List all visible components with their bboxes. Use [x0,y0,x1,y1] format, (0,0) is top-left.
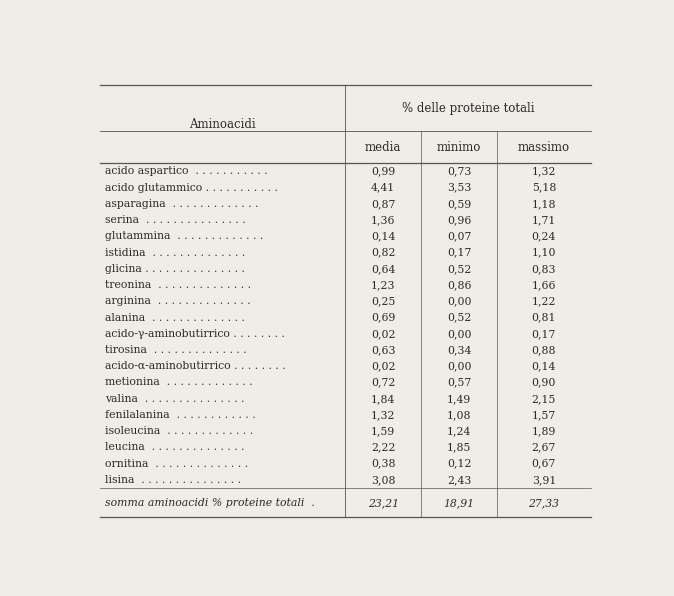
Text: 0,99: 0,99 [371,166,396,176]
Text: 0,14: 0,14 [532,361,556,371]
Text: 3,91: 3,91 [532,475,556,485]
Text: tirosina  . . . . . . . . . . . . . .: tirosina . . . . . . . . . . . . . . [105,345,247,355]
Text: 1,36: 1,36 [371,215,396,225]
Text: 0,00: 0,00 [447,329,471,339]
Text: 0,17: 0,17 [447,247,471,257]
Text: 2,67: 2,67 [532,442,556,452]
Text: 0,38: 0,38 [371,459,396,468]
Text: 18,91: 18,91 [443,498,474,508]
Text: 0,63: 0,63 [371,345,396,355]
Text: 1,18: 1,18 [532,199,556,209]
Text: Aminoacidi: Aminoacidi [189,118,256,131]
Text: acido aspartico  . . . . . . . . . . .: acido aspartico . . . . . . . . . . . [105,166,268,176]
Text: 0,72: 0,72 [371,377,396,387]
Text: 1,08: 1,08 [447,410,471,420]
Text: acido-α-aminobutirrico . . . . . . . .: acido-α-aminobutirrico . . . . . . . . [105,361,286,371]
Text: 0,17: 0,17 [532,329,556,339]
Text: 5,18: 5,18 [532,182,556,193]
Text: 0,64: 0,64 [371,264,396,274]
Text: somma aminoacidi % proteine totali  .: somma aminoacidi % proteine totali . [105,498,315,508]
Text: asparagina  . . . . . . . . . . . . .: asparagina . . . . . . . . . . . . . [105,199,259,209]
Text: 1,66: 1,66 [532,280,556,290]
Text: 0,83: 0,83 [532,264,556,274]
Text: fenilalanina  . . . . . . . . . . . .: fenilalanina . . . . . . . . . . . . [105,410,255,420]
Text: % delle proteine totali: % delle proteine totali [402,102,534,115]
Text: istidina  . . . . . . . . . . . . . .: istidina . . . . . . . . . . . . . . [105,247,245,257]
Text: massimo: massimo [518,141,570,154]
Text: 1,22: 1,22 [532,296,556,306]
Text: acido-γ-aminobutirrico . . . . . . . .: acido-γ-aminobutirrico . . . . . . . . [105,329,285,339]
Text: 1,57: 1,57 [532,410,556,420]
Text: 1,32: 1,32 [532,166,556,176]
Text: 0,00: 0,00 [447,296,471,306]
Text: 0,02: 0,02 [371,329,396,339]
Text: glicina . . . . . . . . . . . . . . .: glicina . . . . . . . . . . . . . . . [105,264,245,274]
Text: 0,57: 0,57 [447,377,471,387]
Text: 0,59: 0,59 [447,199,471,209]
Text: 0,24: 0,24 [532,231,556,241]
Text: 23,21: 23,21 [368,498,399,508]
Text: metionina  . . . . . . . . . . . . .: metionina . . . . . . . . . . . . . [105,377,253,387]
Text: 0,82: 0,82 [371,247,396,257]
Text: 1,49: 1,49 [447,394,471,403]
Text: minimo: minimo [437,141,481,154]
Text: 0,25: 0,25 [371,296,396,306]
Text: 1,10: 1,10 [532,247,556,257]
Text: 0,52: 0,52 [447,264,471,274]
Text: 0,07: 0,07 [447,231,471,241]
Text: treonina  . . . . . . . . . . . . . .: treonina . . . . . . . . . . . . . . [105,280,251,290]
Text: serina  . . . . . . . . . . . . . . .: serina . . . . . . . . . . . . . . . [105,215,246,225]
Text: 1,23: 1,23 [371,280,396,290]
Text: 0,88: 0,88 [532,345,556,355]
Text: 3,53: 3,53 [447,182,471,193]
Text: 0,69: 0,69 [371,312,396,322]
Text: 0,87: 0,87 [371,199,396,209]
Text: 4,41: 4,41 [371,182,396,193]
Text: 1,85: 1,85 [447,442,471,452]
Text: 1,89: 1,89 [532,426,556,436]
Text: glutammina  . . . . . . . . . . . . .: glutammina . . . . . . . . . . . . . [105,231,264,241]
Text: 0,34: 0,34 [447,345,471,355]
Text: 27,33: 27,33 [528,498,559,508]
Text: 2,43: 2,43 [447,475,471,485]
Text: 1,59: 1,59 [371,426,396,436]
Text: 0,52: 0,52 [447,312,471,322]
Text: acido glutammico . . . . . . . . . . .: acido glutammico . . . . . . . . . . . [105,182,278,193]
Text: 2,15: 2,15 [532,394,556,403]
Text: 0,81: 0,81 [532,312,556,322]
Text: 0,00: 0,00 [447,361,471,371]
Text: ornitina  . . . . . . . . . . . . . .: ornitina . . . . . . . . . . . . . . [105,459,248,468]
Text: 0,86: 0,86 [447,280,471,290]
Text: 2,22: 2,22 [371,442,396,452]
Text: 0,73: 0,73 [447,166,471,176]
Text: 1,71: 1,71 [532,215,556,225]
Text: valina  . . . . . . . . . . . . . . .: valina . . . . . . . . . . . . . . . [105,394,245,403]
Text: 1,84: 1,84 [371,394,396,403]
Text: 0,90: 0,90 [532,377,556,387]
Text: 3,08: 3,08 [371,475,396,485]
Text: alanina  . . . . . . . . . . . . . .: alanina . . . . . . . . . . . . . . [105,312,245,322]
Text: leucina  . . . . . . . . . . . . . .: leucina . . . . . . . . . . . . . . [105,442,245,452]
Text: 1,32: 1,32 [371,410,396,420]
Text: 1,24: 1,24 [447,426,471,436]
Text: 0,67: 0,67 [532,459,556,468]
Text: lisina  . . . . . . . . . . . . . . .: lisina . . . . . . . . . . . . . . . [105,475,241,485]
Text: 0,12: 0,12 [447,459,471,468]
Text: isoleucina  . . . . . . . . . . . . .: isoleucina . . . . . . . . . . . . . [105,426,253,436]
Text: 0,96: 0,96 [447,215,471,225]
Text: 0,14: 0,14 [371,231,396,241]
Text: arginina  . . . . . . . . . . . . . .: arginina . . . . . . . . . . . . . . [105,296,251,306]
Text: media: media [365,141,402,154]
Text: 0,02: 0,02 [371,361,396,371]
